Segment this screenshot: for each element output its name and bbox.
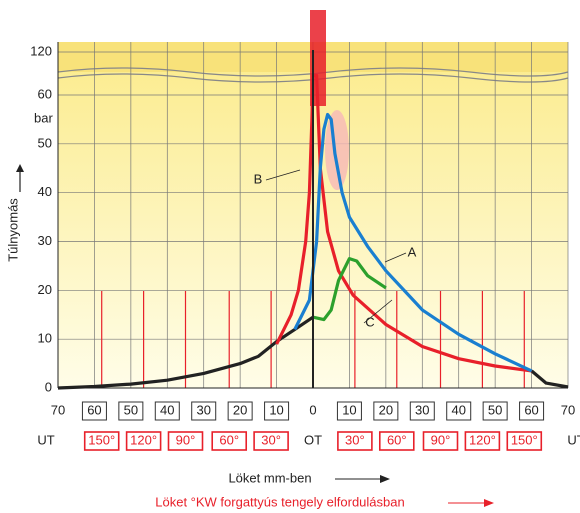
y-tick-label: 120 (30, 43, 52, 58)
crank-label: 150° (511, 432, 538, 447)
crank-box (211, 431, 248, 451)
crank-box (125, 431, 162, 451)
y-tick-label: 20 (38, 282, 52, 297)
y-tick-label: 30 (38, 233, 52, 248)
x-tick-box (373, 401, 399, 421)
crank-label: 120° (469, 432, 496, 447)
curve (293, 112, 533, 373)
x-tick-label: 30 (196, 402, 210, 417)
crank-label: 120° (130, 432, 157, 447)
crank-label: UT (567, 432, 580, 447)
x-tick-label: 0 (309, 402, 316, 417)
crank-label: 30° (345, 432, 365, 447)
x-tick-box (264, 401, 290, 421)
x2-axis-label: Löket °KW forgattyús tengely elfordulásb… (155, 494, 404, 509)
x-tick-box (227, 401, 253, 421)
x-tick-label: 70 (561, 402, 575, 417)
labels: 0 10 20 30 40 50 60 120 70 60 50 40 30 20 10 0 10 20 30 40 5… (30, 43, 580, 451)
crank-box (506, 431, 543, 451)
x-tick-label: 40 (160, 402, 174, 417)
y-tick-label: 60 (38, 86, 52, 101)
x-tick-box (409, 401, 435, 421)
crank-box (83, 431, 120, 451)
crank-label: 90° (176, 432, 196, 447)
annotation: A (408, 244, 417, 259)
x-axis-label: Löket mm-ben (228, 470, 311, 485)
y-tick-label: 40 (38, 184, 52, 199)
x-tick-label: 60 (87, 402, 101, 417)
crank-label: 60° (219, 432, 239, 447)
crank-lines (101, 291, 525, 388)
leader-line (363, 299, 393, 324)
x-tick-label: 10 (269, 402, 283, 417)
crank-label: UT (37, 432, 54, 447)
curves (57, 73, 569, 390)
crank-label: 150° (88, 432, 115, 447)
crank-box (378, 431, 415, 451)
leader-line (384, 252, 407, 263)
leader-line (265, 169, 301, 181)
x-tick-label: 20 (233, 402, 247, 417)
arrow-head (380, 475, 390, 483)
curve (312, 257, 387, 322)
x-tick-label: 10 (342, 402, 356, 417)
x-tick-box (191, 401, 217, 421)
crank-box (337, 431, 373, 451)
x-tick-box (446, 401, 472, 421)
x-tick-label: 70 (51, 402, 65, 417)
crank-box (422, 431, 459, 451)
x-tick-label: 60 (524, 402, 538, 417)
x-tick-box (519, 401, 545, 421)
x-tick-label: 30 (415, 402, 429, 417)
y-tick-label: 0 (45, 379, 52, 394)
annotation: B (254, 171, 263, 186)
arrow-head (484, 499, 494, 507)
arrow-head (16, 164, 24, 172)
y-axis-label: Túlnyomás (5, 198, 20, 262)
x-tick-box (154, 401, 180, 421)
y-tick-label: 10 (38, 331, 52, 346)
x-tick-label: 40 (451, 402, 465, 417)
y-tick-label: 50 (38, 135, 52, 150)
y-unit: bar (34, 110, 53, 125)
curve (57, 315, 569, 390)
x-tick-box (81, 401, 107, 421)
axis-break (57, 67, 569, 77)
x-tick-box (118, 401, 144, 421)
crank-label: 90° (431, 432, 451, 447)
x-tick-label: 50 (124, 402, 138, 417)
axis-break (57, 73, 569, 83)
crank-label: 60° (387, 432, 407, 447)
crank-box (253, 431, 289, 451)
crank-label: 30° (261, 432, 281, 447)
peak-zone (325, 110, 349, 190)
crank-label: OT (304, 432, 322, 447)
crank-box (464, 431, 501, 451)
x-tick-label: 50 (488, 402, 502, 417)
x-tick-label: 20 (379, 402, 393, 417)
crank-box (167, 431, 204, 451)
annotation: C (365, 314, 374, 329)
x-tick-box (336, 401, 362, 421)
x-tick-box (482, 401, 508, 421)
